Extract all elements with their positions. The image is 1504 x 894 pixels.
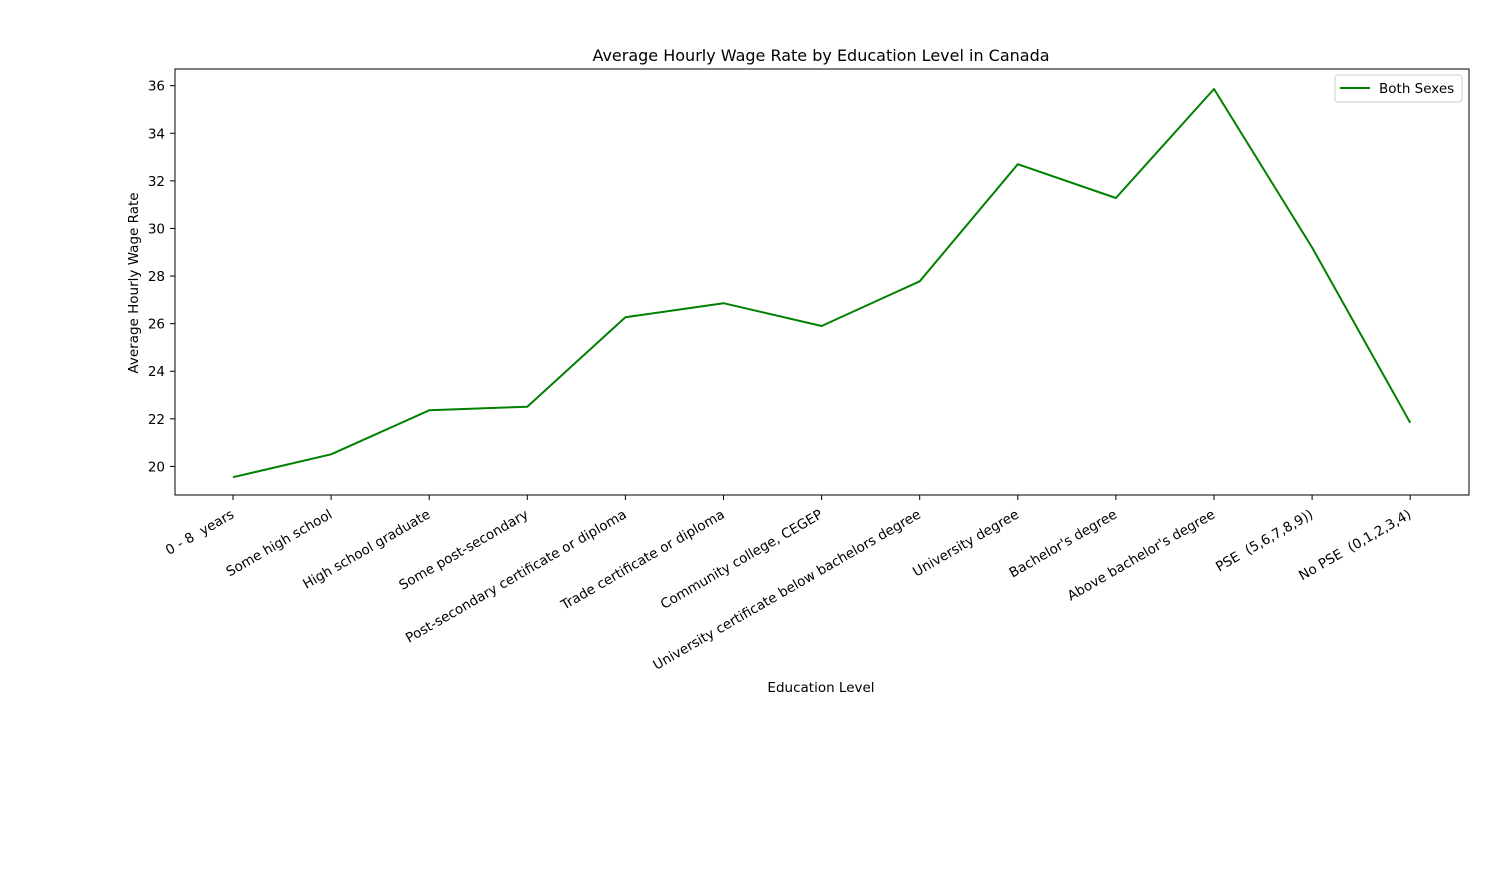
x-tick-label: Trade certificate or diploma xyxy=(557,507,727,614)
legend: Both Sexes xyxy=(1334,74,1463,103)
y-tick-label: 34 xyxy=(148,126,165,142)
series-line-0 xyxy=(232,88,1412,479)
chart-title: Average Hourly Wage Rate by Education Le… xyxy=(592,46,1049,65)
y-tick-label: 24 xyxy=(148,364,165,380)
plot-frame xyxy=(174,68,1470,496)
x-tick-label: Community college, CEGEP xyxy=(658,507,826,613)
x-tick-label: PSE (5,6,7,8,9)) xyxy=(1213,507,1316,576)
x-tick-label: University degree xyxy=(910,507,1022,581)
y-axis: 20 22 24 26 28 30 32 34 36 xyxy=(148,79,175,475)
y-tick-label: 26 xyxy=(148,317,165,333)
y-tick-label: 22 xyxy=(148,412,165,428)
y-tick-label: 36 xyxy=(148,79,165,95)
y-tick-label: 28 xyxy=(148,269,165,285)
x-tick-label: 0 - 8 years xyxy=(163,507,237,559)
y-tick-label: 32 xyxy=(148,174,165,190)
y-tick-label: 30 xyxy=(148,221,165,237)
plot-area xyxy=(232,88,1412,479)
legend-box xyxy=(1334,74,1463,103)
legend-label: Both Sexes xyxy=(1379,81,1454,97)
x-axis-label: Education Level xyxy=(767,680,874,696)
y-axis-label: Average Hourly Wage Rate xyxy=(126,192,142,373)
y-tick-label: 20 xyxy=(148,459,165,475)
